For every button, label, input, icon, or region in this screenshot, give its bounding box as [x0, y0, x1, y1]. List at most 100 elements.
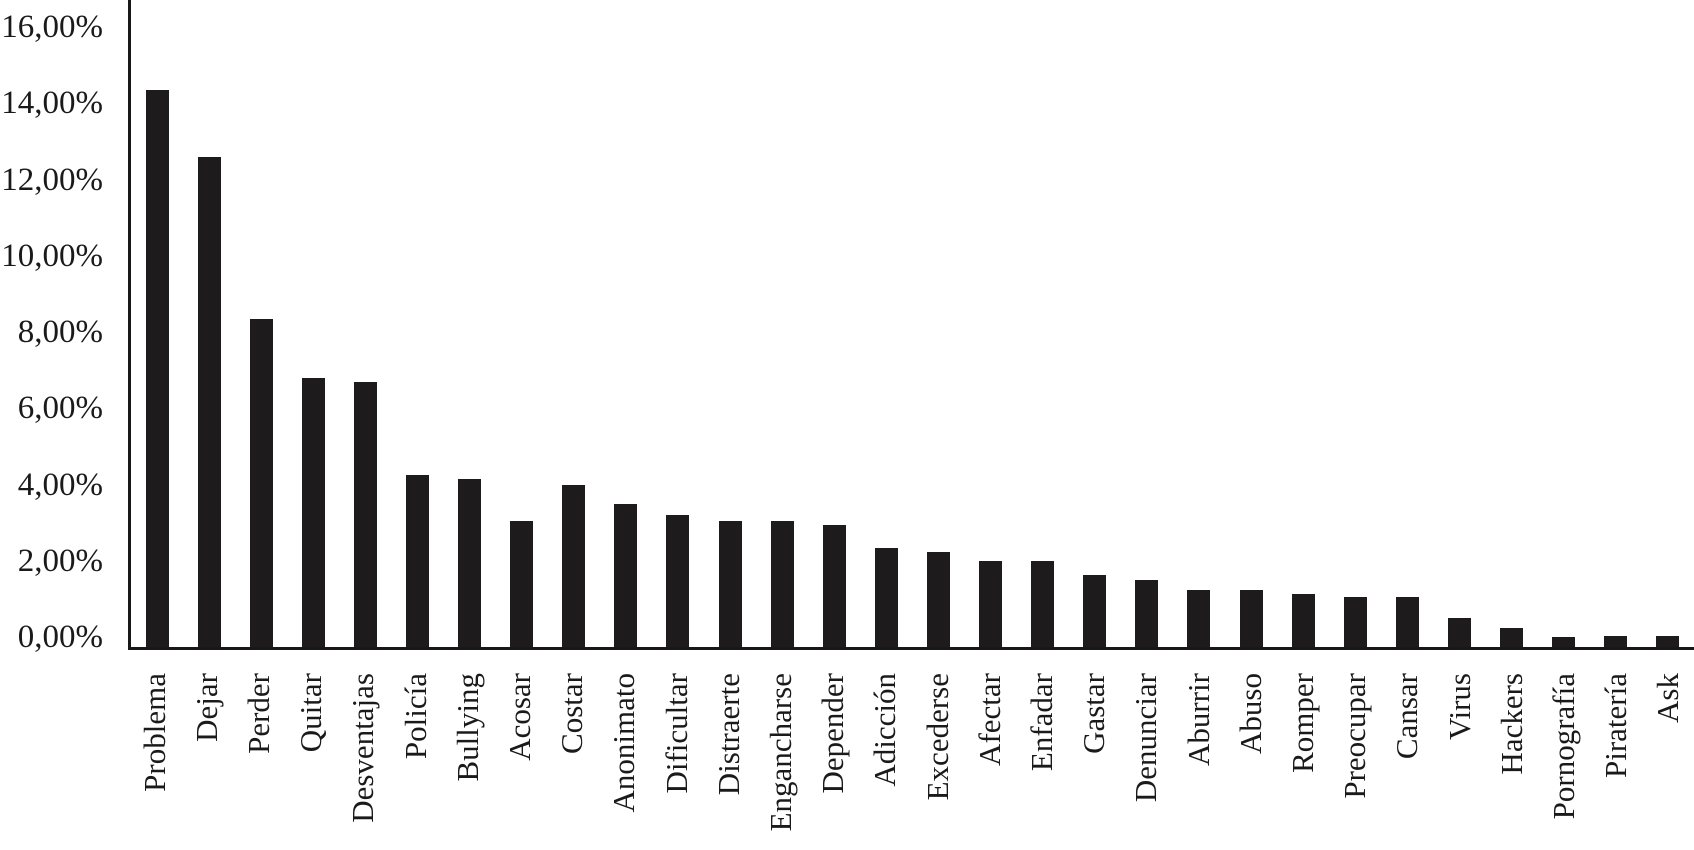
x-label-slot: Quitar: [285, 673, 337, 850]
x-axis-category-label: Aburrir: [1180, 673, 1216, 766]
y-axis-tick-label: 12,00%: [1, 161, 103, 198]
x-axis-category-label: Quitar: [293, 673, 329, 753]
x-axis-category-label: Enfadar: [1024, 673, 1060, 772]
x-label-slot: Problema: [128, 673, 180, 850]
bar-ask: [1656, 635, 1680, 647]
bar-romper: [1291, 593, 1315, 647]
x-axis-category-label: Depender: [815, 673, 851, 794]
bar-dificultar: [666, 515, 690, 647]
bar-pornografía: [1552, 637, 1576, 647]
x-label-slot: Policía: [389, 673, 441, 850]
x-axis-category-label: Bullying: [449, 673, 485, 782]
x-axis-category-label: Hackers: [1493, 673, 1529, 775]
x-label-slot: Pornografía: [1537, 673, 1589, 850]
bar-slot: [600, 0, 652, 647]
bar-gastar: [1083, 574, 1107, 647]
x-axis-category-label: Abuso: [1232, 673, 1268, 754]
x-label-slot: Gastar: [1068, 673, 1120, 850]
x-label-slot: Dificultar: [650, 673, 702, 850]
bar-anonimato: [614, 504, 638, 647]
bar-slot: [1433, 0, 1485, 647]
bar-bullying: [458, 479, 482, 647]
x-label-slot: Enfadar: [1015, 673, 1067, 850]
x-label-slot: Ask: [1642, 673, 1694, 850]
bar-denunciar: [1135, 580, 1159, 647]
bar-aburrir: [1187, 589, 1211, 647]
x-axis-category-label: Acosar: [502, 673, 538, 761]
x-label-slot: Romper: [1276, 673, 1328, 850]
x-label-slot: Costar: [546, 673, 598, 850]
bar-preocupar: [1343, 597, 1367, 647]
bar-slot: [444, 0, 496, 647]
bar-costar: [562, 484, 586, 647]
x-axis-category-label: Ask: [1650, 673, 1686, 723]
x-label-slot: Cansar: [1381, 673, 1433, 850]
x-axis-category-label: Dificultar: [658, 673, 694, 794]
bar-dejar: [197, 157, 221, 647]
bar-slot: [1225, 0, 1277, 647]
bar-slot: [1277, 0, 1329, 647]
y-axis-tick-label: 14,00%: [1, 85, 103, 122]
x-label-slot: Excederse: [911, 673, 963, 850]
bar-desventajas: [353, 382, 377, 647]
bar-engancharse: [770, 521, 794, 647]
y-axis-tick-label: 0,00%: [17, 619, 103, 655]
x-label-slot: Depender: [807, 673, 859, 850]
bar-slot: [652, 0, 704, 647]
x-label-slot: Distraerte: [702, 673, 754, 850]
bar-slot: [1590, 0, 1642, 647]
bar-slot: [235, 0, 287, 647]
x-label-slot: Abuso: [1224, 673, 1276, 850]
x-axis-category-label: Perder: [241, 673, 276, 754]
x-label-slot: Desventajas: [337, 673, 389, 850]
bar-slot: [1485, 0, 1537, 647]
x-axis-category-label: Piratería: [1598, 673, 1634, 779]
bar-afectar: [979, 561, 1003, 647]
x-label-slot: Adicción: [859, 673, 911, 850]
bar-slot: [131, 0, 183, 647]
x-label-slot: Virus: [1433, 673, 1485, 850]
bar-virus: [1447, 618, 1471, 647]
y-axis-labels: 16,00% 14,00% 12,00% 10,00% 8,00% 6,00% 4,00% 2…: [0, 0, 103, 850]
bar-cansar: [1395, 597, 1419, 647]
x-axis-category-label: Adicción: [867, 673, 903, 787]
bar-quitar: [301, 378, 325, 647]
x-axis-category-label: Excederse: [919, 673, 955, 801]
x-label-slot: Afectar: [963, 673, 1015, 850]
x-label-slot: Acosar: [493, 673, 545, 850]
x-axis-labels: Problema Dejar Perder Quitar Desventajas…: [128, 673, 1694, 850]
bar-slot: [183, 0, 235, 647]
bars-container: [131, 0, 1694, 647]
bar-slot: [808, 0, 860, 647]
x-axis-category-label: Pornografía: [1546, 673, 1582, 820]
bar-slot: [1069, 0, 1121, 647]
bar-slot: [1329, 0, 1381, 647]
x-label-slot: Perder: [232, 673, 284, 850]
bar-slot: [391, 0, 443, 647]
bar-slot: [860, 0, 912, 647]
x-axis-category-label: Desventajas: [345, 673, 381, 823]
x-axis-category-label: Romper: [1285, 673, 1321, 773]
x-axis-category-label: Dejar: [188, 673, 224, 742]
y-axis-tick-label: 2,00%: [17, 542, 103, 579]
bar-excederse: [926, 551, 950, 647]
y-axis-tick-label: 16,00%: [1, 9, 103, 45]
x-label-slot: Denunciar: [1120, 673, 1172, 850]
bar-acosar: [510, 521, 534, 647]
x-label-slot: Engancharse: [754, 673, 806, 850]
x-axis-category-label: Afectar: [971, 673, 1007, 766]
bar-slot: [548, 0, 600, 647]
x-axis-category-label: Costar: [554, 673, 590, 754]
bar-slot: [287, 0, 339, 647]
x-axis-category-label: Engancharse: [763, 673, 799, 832]
bar-piratería: [1604, 635, 1628, 647]
x-axis-category-label: Virus: [1441, 673, 1477, 741]
bar-slot: [496, 0, 548, 647]
bar-slot: [1173, 0, 1225, 647]
x-label-slot: Anonimato: [598, 673, 650, 850]
x-axis-category-label: Denunciar: [1128, 673, 1164, 803]
y-axis-tick-label: 8,00%: [17, 314, 103, 350]
bar-adicción: [874, 547, 898, 647]
bar-depender: [822, 525, 846, 647]
